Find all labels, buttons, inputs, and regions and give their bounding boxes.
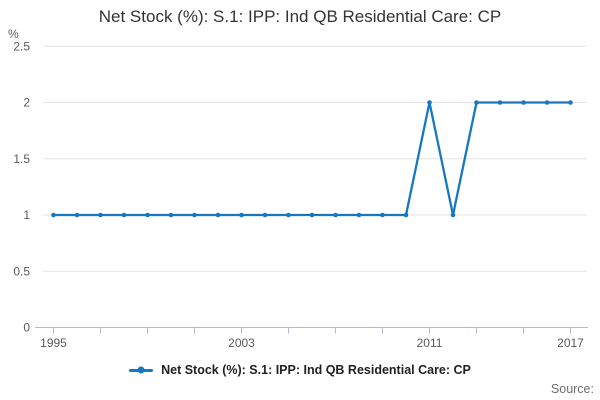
data-point[interactable]: [74, 212, 80, 218]
data-point[interactable]: [544, 100, 550, 105]
legend-series-label: Net Stock (%): S.1: IPP: Ind QB Resident…: [161, 363, 471, 377]
line-chart-canvas: 0 0.5 1 1.5 2 2.5 1995 2003 2011 2017: [13, 39, 588, 350]
data-point[interactable]: [239, 212, 244, 218]
data-point[interactable]: [450, 212, 456, 218]
y-tick-label: 2: [23, 96, 30, 110]
data-point[interactable]: [497, 100, 503, 105]
x-tick-label: 2017: [557, 336, 584, 350]
legend: Net Stock (%): S.1: IPP: Ind QB Resident…: [0, 361, 600, 379]
y-tick-label: 0.5: [13, 264, 30, 278]
x-tick-label: 2011: [417, 336, 443, 350]
data-point[interactable]: [51, 212, 56, 218]
data-point[interactable]: [521, 100, 526, 105]
y-tick-label: 1.5: [13, 152, 30, 166]
source-label: Source:: [550, 382, 594, 396]
y-tick-label: 0: [23, 321, 30, 335]
data-point[interactable]: [121, 212, 127, 218]
y-tick-label: 2.5: [13, 39, 30, 53]
data-point[interactable]: [474, 100, 479, 105]
legend-line-icon: [129, 366, 154, 374]
data-point[interactable]: [168, 212, 174, 218]
x-tick-label: 2003: [228, 336, 255, 350]
data-point[interactable]: [427, 100, 432, 105]
y-tick-label: 1: [23, 208, 30, 222]
data-point[interactable]: [262, 212, 268, 218]
data-point[interactable]: [380, 212, 385, 218]
data-point[interactable]: [333, 212, 338, 218]
data-point[interactable]: [192, 212, 197, 218]
data-point[interactable]: [403, 212, 409, 218]
data-point[interactable]: [145, 212, 150, 218]
x-tick-label: 1995: [40, 336, 67, 350]
data-point[interactable]: [356, 212, 362, 218]
chart-title: Net Stock (%): S.1: IPP: Ind QB Resident…: [98, 7, 502, 26]
data-point[interactable]: [98, 212, 103, 218]
data-point[interactable]: [309, 212, 315, 218]
data-point[interactable]: [286, 212, 291, 218]
data-point[interactable]: [568, 100, 573, 105]
legend-marker-dot-icon: [137, 366, 145, 374]
data-point[interactable]: [215, 212, 221, 218]
y-axis-unit-label: %: [8, 27, 19, 41]
